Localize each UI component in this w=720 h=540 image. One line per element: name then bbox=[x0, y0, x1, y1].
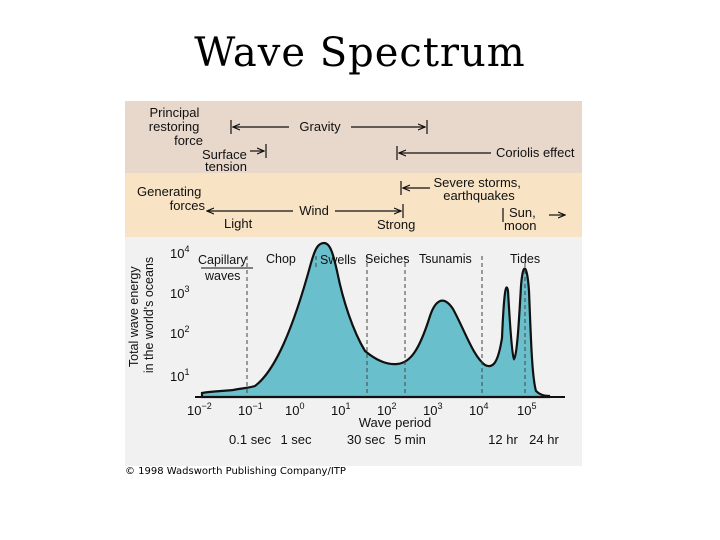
gravity-range bbox=[230, 120, 428, 134]
tides-label: Tides bbox=[510, 252, 540, 266]
period-label: 30 sec bbox=[347, 432, 386, 447]
severe-storms-label: Severe storms, earthquakes bbox=[433, 175, 524, 203]
swells-label: Swells bbox=[320, 253, 356, 267]
copyright-credit: © 1998 Wadsworth Publishing Company/ITP bbox=[125, 466, 346, 477]
y-tick-label: 101 bbox=[170, 367, 189, 384]
period-label: 1 sec bbox=[280, 432, 312, 447]
tsunamis-label: Tsunamis bbox=[419, 252, 472, 266]
wave-type-dividers bbox=[246, 256, 526, 397]
x-tick-label: 102 bbox=[377, 401, 396, 418]
y-tick-label: 102 bbox=[170, 324, 189, 341]
y-axis-label: Total wave energy in the world's oceans bbox=[127, 257, 156, 373]
generating-forces-label: Generating forces bbox=[137, 184, 205, 213]
coriolis-range bbox=[396, 146, 491, 160]
x-tick-label: 103 bbox=[423, 401, 442, 418]
surface-tension-range bbox=[250, 144, 267, 158]
period-label: 12 hr bbox=[488, 432, 518, 447]
surface-tension-label: Surface tension bbox=[202, 147, 250, 174]
x-tick-label: 10−2 bbox=[187, 401, 212, 418]
strong-label: Strong bbox=[377, 217, 415, 232]
period-label: 24 hr bbox=[529, 432, 559, 447]
restoring-force-band bbox=[125, 101, 582, 173]
wave-spectrum-diagram: Principal restoring force Gravity Surfac… bbox=[125, 101, 582, 466]
y-tick-labels: 104 103 102 101 bbox=[170, 244, 189, 384]
severe-storms-range bbox=[400, 181, 430, 195]
restoring-force-label: Principal restoring force bbox=[149, 105, 203, 148]
y-tick-label: 103 bbox=[170, 284, 189, 301]
x-tick-labels: 10−2 10−1 100 101 102 103 104 105 bbox=[187, 401, 536, 418]
slide-title: Wave Spectrum bbox=[194, 30, 526, 76]
coriolis-effect-label: Coriolis effect bbox=[496, 145, 575, 160]
generating-force-band bbox=[125, 173, 582, 237]
wave-energy-curve bbox=[200, 241, 551, 399]
period-label: 0.1 sec bbox=[229, 432, 271, 447]
x-axis-label: Wave period bbox=[359, 415, 432, 430]
chop-label: Chop bbox=[266, 252, 296, 266]
wind-label: Wind bbox=[299, 203, 329, 218]
period-label: 5 min bbox=[394, 432, 426, 447]
x-tick-label: 104 bbox=[469, 401, 488, 418]
gravity-label: Gravity bbox=[299, 119, 341, 134]
y-tick-label: 104 bbox=[170, 244, 189, 261]
wind-range bbox=[207, 204, 404, 218]
sun-moon-range bbox=[502, 208, 565, 222]
sun-moon-label: Sun, moon bbox=[504, 205, 539, 233]
wave-spectrum-figure: Principal restoring force Gravity Surfac… bbox=[125, 101, 582, 466]
x-tick-label: 10−1 bbox=[238, 401, 263, 418]
x-tick-label: 101 bbox=[331, 401, 350, 418]
capillary-waves-label: Capillary waves bbox=[198, 253, 250, 283]
seiches-label: Seiches bbox=[365, 252, 409, 266]
x-tick-label: 100 bbox=[285, 401, 304, 418]
x-tick-label: 105 bbox=[517, 401, 536, 418]
period-labels: 0.1 sec 1 sec 30 sec 5 min 12 hr 24 hr bbox=[229, 432, 559, 447]
light-label: Light bbox=[224, 216, 253, 231]
